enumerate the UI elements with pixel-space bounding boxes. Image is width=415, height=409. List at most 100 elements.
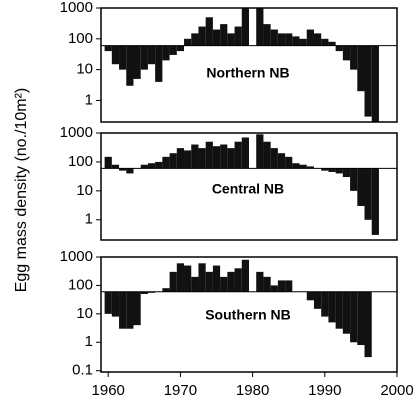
bar bbox=[162, 156, 170, 169]
bar bbox=[350, 168, 358, 191]
bar bbox=[191, 33, 199, 46]
y-tick-label: 1 bbox=[85, 91, 93, 108]
bar bbox=[335, 291, 343, 329]
bar bbox=[176, 45, 185, 52]
bar bbox=[147, 291, 156, 293]
bar bbox=[155, 161, 163, 169]
panel-frame bbox=[100, 132, 398, 241]
bar bbox=[104, 291, 112, 314]
y-axis-label: Egg mass density (no./10m²) bbox=[13, 88, 30, 293]
bar bbox=[277, 33, 286, 46]
bar bbox=[140, 45, 148, 70]
panel-label: Central NB bbox=[212, 181, 284, 197]
y-tick-label: 10 bbox=[76, 305, 93, 322]
y-tick-label: 1000 bbox=[60, 248, 93, 265]
bar bbox=[162, 288, 170, 292]
bar bbox=[111, 164, 120, 169]
bar bbox=[277, 280, 286, 292]
bar bbox=[364, 168, 372, 220]
y-tick-label: 100 bbox=[68, 153, 93, 170]
panel-label: Northern NB bbox=[206, 65, 289, 81]
bar bbox=[342, 45, 351, 61]
bar bbox=[270, 29, 278, 46]
bar bbox=[256, 271, 264, 292]
bar bbox=[357, 45, 365, 92]
bar bbox=[227, 271, 235, 292]
bar bbox=[205, 141, 213, 169]
bar bbox=[133, 291, 141, 326]
bar bbox=[104, 45, 112, 52]
y-tick-label: 100 bbox=[68, 276, 93, 293]
bar bbox=[184, 150, 192, 169]
bar bbox=[263, 276, 271, 292]
bar bbox=[133, 45, 141, 79]
bar bbox=[342, 291, 351, 334]
bar bbox=[285, 33, 293, 46]
bar bbox=[263, 24, 271, 46]
bar bbox=[227, 33, 235, 46]
bar bbox=[220, 276, 228, 292]
bar bbox=[306, 166, 314, 169]
bar bbox=[342, 168, 351, 178]
bar bbox=[184, 38, 192, 46]
bar bbox=[198, 26, 206, 46]
bar bbox=[328, 41, 336, 46]
bar bbox=[328, 168, 336, 172]
bar bbox=[212, 265, 221, 292]
x-tick-label: 1970 bbox=[164, 382, 197, 399]
bar bbox=[220, 144, 228, 169]
bar bbox=[350, 45, 358, 70]
y-tick-label: 1000 bbox=[60, 0, 93, 16]
bar bbox=[335, 45, 343, 52]
bar bbox=[111, 291, 120, 317]
bar bbox=[292, 163, 300, 169]
bar bbox=[241, 259, 249, 292]
bar bbox=[270, 285, 278, 292]
bar bbox=[321, 38, 329, 46]
bar bbox=[292, 36, 300, 46]
bar bbox=[212, 146, 221, 169]
bar bbox=[285, 280, 293, 292]
bar bbox=[147, 45, 156, 65]
bar bbox=[256, 8, 264, 46]
bar bbox=[176, 148, 185, 169]
bar bbox=[234, 141, 242, 169]
bar bbox=[126, 45, 134, 86]
bar bbox=[169, 271, 177, 292]
panel-frame bbox=[100, 256, 398, 373]
bar bbox=[277, 153, 286, 169]
bar bbox=[241, 8, 249, 46]
bar bbox=[299, 164, 307, 169]
y-tick-label: 0.1 bbox=[72, 362, 93, 379]
bar bbox=[126, 291, 134, 329]
bar bbox=[176, 263, 185, 292]
bar bbox=[191, 144, 199, 169]
bar bbox=[119, 168, 127, 171]
y-tick-label: 10 bbox=[76, 182, 93, 199]
bar bbox=[321, 291, 329, 317]
x-tick-label: 2000 bbox=[380, 382, 413, 399]
bar bbox=[285, 156, 293, 169]
bar bbox=[270, 148, 278, 169]
panel-label: Southern NB bbox=[205, 307, 291, 323]
bar bbox=[364, 291, 372, 358]
bar bbox=[306, 291, 314, 301]
y-tick-label: 1000 bbox=[60, 124, 93, 141]
bar bbox=[198, 263, 206, 292]
x-tick-label: 1980 bbox=[236, 382, 269, 399]
bar bbox=[184, 265, 192, 292]
bar bbox=[350, 291, 358, 343]
bar bbox=[220, 24, 228, 46]
bar bbox=[357, 291, 365, 346]
bar bbox=[321, 168, 329, 171]
bar bbox=[155, 45, 163, 82]
bar bbox=[256, 134, 264, 169]
bar bbox=[169, 153, 177, 169]
bar bbox=[335, 168, 343, 174]
bar bbox=[241, 137, 249, 169]
bar bbox=[169, 45, 177, 55]
bar bbox=[328, 291, 336, 323]
bar bbox=[234, 26, 242, 46]
bar bbox=[234, 268, 242, 292]
